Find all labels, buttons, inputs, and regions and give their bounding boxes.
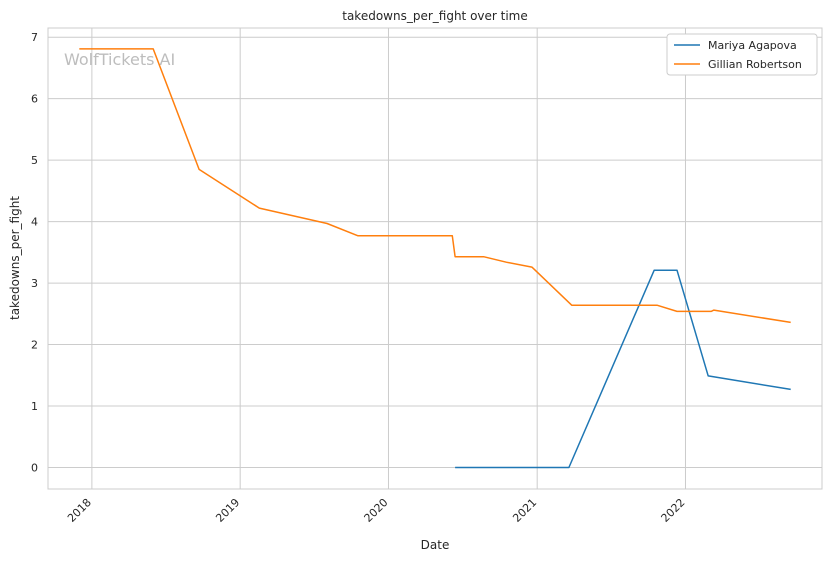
watermark: WolfTickets AI — [64, 50, 175, 69]
x-tick-label: 2020 — [362, 496, 391, 525]
y-tick-label: 0 — [31, 461, 38, 474]
x-tick-label: 2019 — [213, 496, 242, 525]
legend-label-gillian-robertson: Gillian Robertson — [708, 58, 802, 71]
y-tick-label: 4 — [31, 216, 38, 229]
y-tick-label: 3 — [31, 277, 38, 290]
y-tick-label: 2 — [31, 339, 38, 352]
y-tick-label: 6 — [31, 93, 38, 106]
y-tick-label: 7 — [31, 31, 38, 44]
y-tick-label: 5 — [31, 154, 38, 167]
x-tick-label: 2022 — [659, 496, 688, 525]
legend-label-mariya-agapova: Mariya Agapova — [708, 39, 797, 52]
x-tick-label: 2021 — [510, 496, 539, 525]
chart-title: takedowns_per_fight over time — [342, 9, 528, 23]
plot-area — [48, 28, 822, 489]
x-axis-label: Date — [421, 538, 450, 552]
y-tick-label: 1 — [31, 400, 38, 413]
legend: Mariya Agapova Gillian Robertson — [667, 34, 817, 75]
y-axis-label: takedowns_per_fight — [8, 196, 22, 320]
x-tick-label: 2018 — [65, 496, 94, 525]
